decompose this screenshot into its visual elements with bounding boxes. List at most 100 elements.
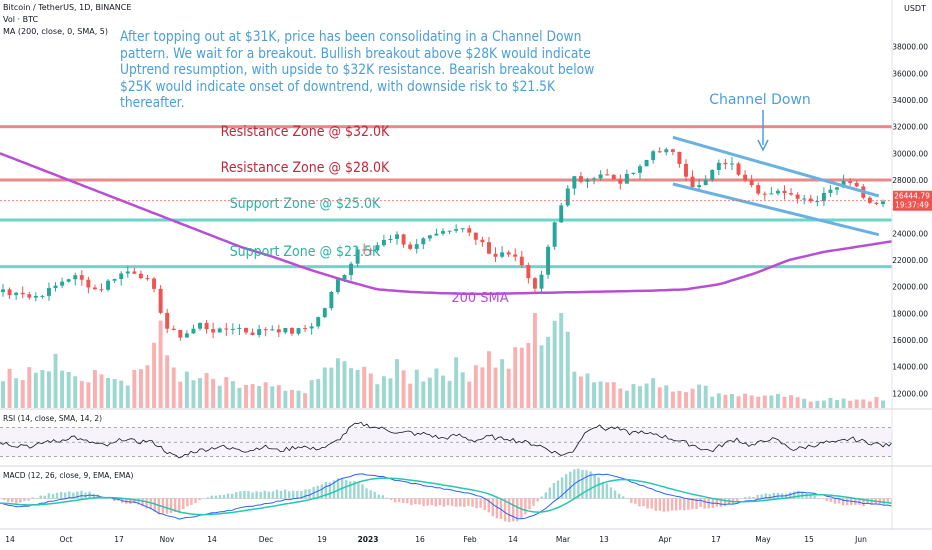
macd-histogram-bar (666, 498, 670, 512)
macd-histogram-bar (585, 470, 588, 499)
macd-histogram-bar (296, 490, 299, 499)
volume-bar (342, 361, 347, 408)
macd-histogram-bar (866, 498, 869, 505)
macd-histogram-bar (475, 498, 478, 509)
candle-body (99, 289, 104, 291)
macd-histogram-bar (723, 498, 727, 507)
volume-bar (618, 388, 623, 408)
candle-body (244, 327, 248, 333)
volume-bar (211, 378, 216, 408)
macd-histogram-bar (703, 498, 706, 509)
macd-histogram-bar (548, 487, 552, 499)
volume-bar (684, 392, 688, 408)
price-tick: 36000.00 (892, 69, 928, 78)
candle-body (624, 173, 629, 184)
macd-histogram-bar (235, 492, 238, 499)
currency-label: USDT (904, 4, 926, 13)
macd-histogram-bar (373, 491, 376, 499)
candle-body (1, 289, 5, 293)
macd-histogram-bar (438, 498, 442, 506)
macd-histogram-bar (601, 481, 605, 499)
macd-histogram-bar (715, 498, 719, 507)
macd-title: MACD (12, 26, close, 9, EMA, EMA) (3, 471, 133, 480)
candle-body (79, 275, 84, 280)
macd-histogram-bar (442, 498, 446, 507)
time-tick: 17 (114, 535, 124, 544)
volume-bar (460, 372, 465, 408)
macd-histogram-bar (137, 498, 140, 505)
volume-legend: Vol · BTC (3, 15, 39, 24)
volume-bar (506, 368, 511, 408)
candle-body (106, 280, 111, 290)
macd-histogram-bar (31, 497, 34, 499)
macd-histogram-bar (670, 498, 674, 511)
candle-body (867, 197, 872, 203)
macd-histogram-bar (829, 498, 833, 502)
macd-histogram-bar (51, 494, 55, 499)
macd-histogram-bar (638, 498, 641, 507)
candle-body (145, 278, 150, 280)
macd-histogram-bar (748, 496, 751, 499)
candle-body (47, 288, 51, 296)
volume-bar (33, 372, 38, 408)
candle-body (388, 238, 393, 240)
macd-histogram-bar (499, 498, 503, 519)
candle-body (644, 159, 649, 167)
volume-bar (355, 369, 360, 408)
candle-body (526, 265, 531, 279)
macd-histogram-bar (495, 498, 499, 519)
volume-bar (388, 378, 393, 408)
macd-histogram-bar (27, 498, 30, 501)
macd-histogram-bar (825, 498, 829, 502)
candle-body (33, 295, 38, 298)
candle-body (506, 252, 511, 255)
macd-histogram-bar (6, 498, 10, 502)
volume-bar (40, 370, 45, 408)
time-tick: May (755, 535, 771, 544)
macd-histogram-bar (271, 491, 275, 499)
macd-histogram-bar (55, 492, 59, 499)
macd-histogram-bar (556, 480, 560, 499)
macd-signal-line (0, 477, 893, 516)
level-label: Support Zone @ $21.5K (230, 244, 381, 260)
volume-bar (769, 395, 774, 408)
volume-bar (854, 399, 859, 408)
macd-histogram-bar (332, 480, 336, 499)
rsi-pane: RSI (14, close, SMA, 14, 2)80.0040.00 (0, 414, 929, 459)
candle-body (638, 166, 642, 173)
macd-histogram-bar (609, 487, 613, 499)
macd-histogram-bar (760, 494, 763, 499)
volume-bar (47, 371, 51, 408)
level-label: Resistance Zone @ $32.0K (221, 124, 390, 140)
volume-bar (368, 373, 373, 408)
macd-histogram-bar (434, 498, 438, 507)
macd-histogram-bar (577, 468, 580, 499)
macd-histogram-bar (679, 498, 682, 510)
volume-bar (296, 390, 301, 408)
candle-body (808, 198, 813, 202)
candle-body (493, 253, 498, 257)
macd-histogram-bar (841, 498, 845, 506)
volume-bar (585, 373, 590, 408)
volume-bar (60, 370, 65, 408)
volume-bar (611, 382, 616, 408)
candle-body (414, 244, 419, 249)
macd-histogram-bar (642, 498, 645, 507)
ma-legend: MA (200, close, 0, SMA, 5) (3, 27, 109, 36)
macd-histogram-bar (96, 494, 99, 499)
volume-bar (441, 375, 445, 408)
volume-bar (723, 394, 728, 408)
macd-histogram-bar (23, 498, 26, 501)
candle-body (217, 328, 222, 333)
candle-body (441, 231, 445, 234)
price-tick: 38000.00 (892, 43, 928, 52)
macd-histogram-bar (422, 498, 425, 507)
volume-bar (270, 386, 275, 408)
volume-bar (421, 381, 426, 408)
level-label: Support Zone @ $25.0K (230, 196, 381, 212)
candle-body (230, 328, 235, 330)
candle-body (263, 329, 268, 331)
volume-bar (697, 384, 702, 408)
price-tick: 14000.00 (892, 363, 928, 372)
